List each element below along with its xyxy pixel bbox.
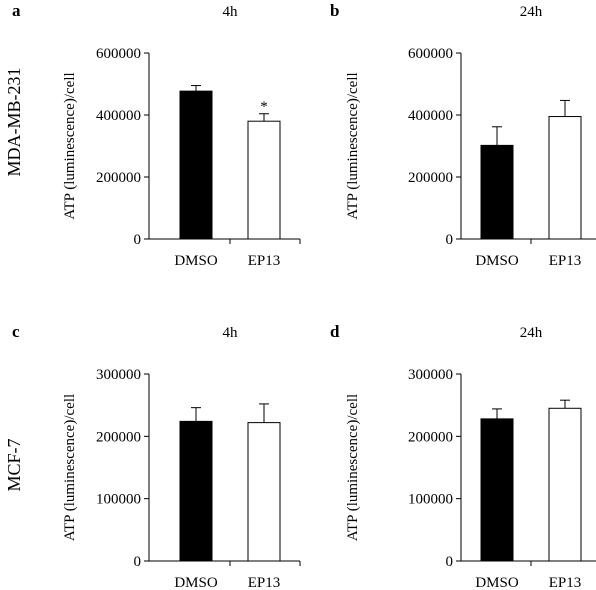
panel-title: 4h: [223, 325, 239, 341]
bar-dmso: [480, 144, 514, 240]
category-label: EP13: [549, 253, 582, 269]
category-label: DMSO: [475, 253, 519, 269]
y-axis-label: ATP (luminescence)/cell: [345, 394, 361, 541]
bar-ep13: [247, 422, 281, 562]
y-tick-label: 200000: [96, 429, 141, 445]
y-tick-label: 600000: [408, 46, 453, 62]
y-axis-label: ATP (luminescence)/cell: [62, 394, 78, 541]
row-label-top: MDA-MB-231: [4, 67, 24, 176]
y-tick-label: 100000: [408, 492, 453, 508]
chart-panel-c: c 4h ATP (luminescence)/cell 0 100000 200000 3…: [12, 322, 301, 590]
panel-title: 24h: [520, 4, 543, 20]
panel-letter: d: [330, 322, 340, 341]
bar-ep13: [548, 116, 582, 240]
bar-ep13: [548, 407, 582, 562]
category-label: EP13: [248, 575, 281, 590]
panel-letter: b: [330, 1, 339, 20]
bar-dmso: [480, 418, 514, 562]
panel-letter: a: [12, 1, 21, 20]
bar-dmso: [179, 90, 213, 240]
panel-title: 4h: [223, 4, 239, 20]
y-tick-label: 200000: [96, 170, 141, 186]
y-tick-label: 0: [446, 232, 454, 248]
chart-panel-d: d 24h ATP (luminescence)/cell 0 100000 200000…: [330, 322, 596, 590]
category-label: EP13: [248, 253, 281, 269]
category-label: EP13: [549, 575, 582, 590]
bar-ep13: [247, 120, 281, 240]
category-label: DMSO: [174, 575, 218, 590]
y-tick-label: 300000: [408, 367, 453, 383]
y-tick-label: 200000: [408, 170, 453, 186]
row-label-bottom: MCF-7: [4, 438, 24, 491]
y-tick-label: 300000: [96, 367, 141, 383]
chart-panel-b: b 24h ATP (luminescence)/cell 0 200000 400000…: [330, 1, 596, 269]
panel-title: 24h: [520, 325, 543, 341]
y-tick-label: 0: [134, 554, 142, 570]
y-tick-label: 100000: [96, 492, 141, 508]
y-axis-label: ATP (luminescence)/cell: [62, 72, 78, 219]
bar-dmso: [179, 420, 213, 562]
category-label: DMSO: [174, 253, 218, 269]
chart-panel-a: a 4h ATP (luminescence)/cell 0 200000 400000 6…: [12, 1, 301, 269]
y-tick-label: 400000: [408, 108, 453, 124]
panel-letter: c: [12, 322, 20, 341]
y-tick-label: 200000: [408, 429, 453, 445]
y-tick-label: 0: [446, 554, 454, 570]
y-axis-label: ATP (luminescence)/cell: [345, 72, 361, 219]
y-tick-label: 400000: [96, 108, 141, 124]
y-tick-label: 0: [134, 232, 142, 248]
category-label: DMSO: [475, 575, 519, 590]
y-tick-label: 600000: [96, 46, 141, 62]
significance-marker: *: [260, 99, 268, 115]
